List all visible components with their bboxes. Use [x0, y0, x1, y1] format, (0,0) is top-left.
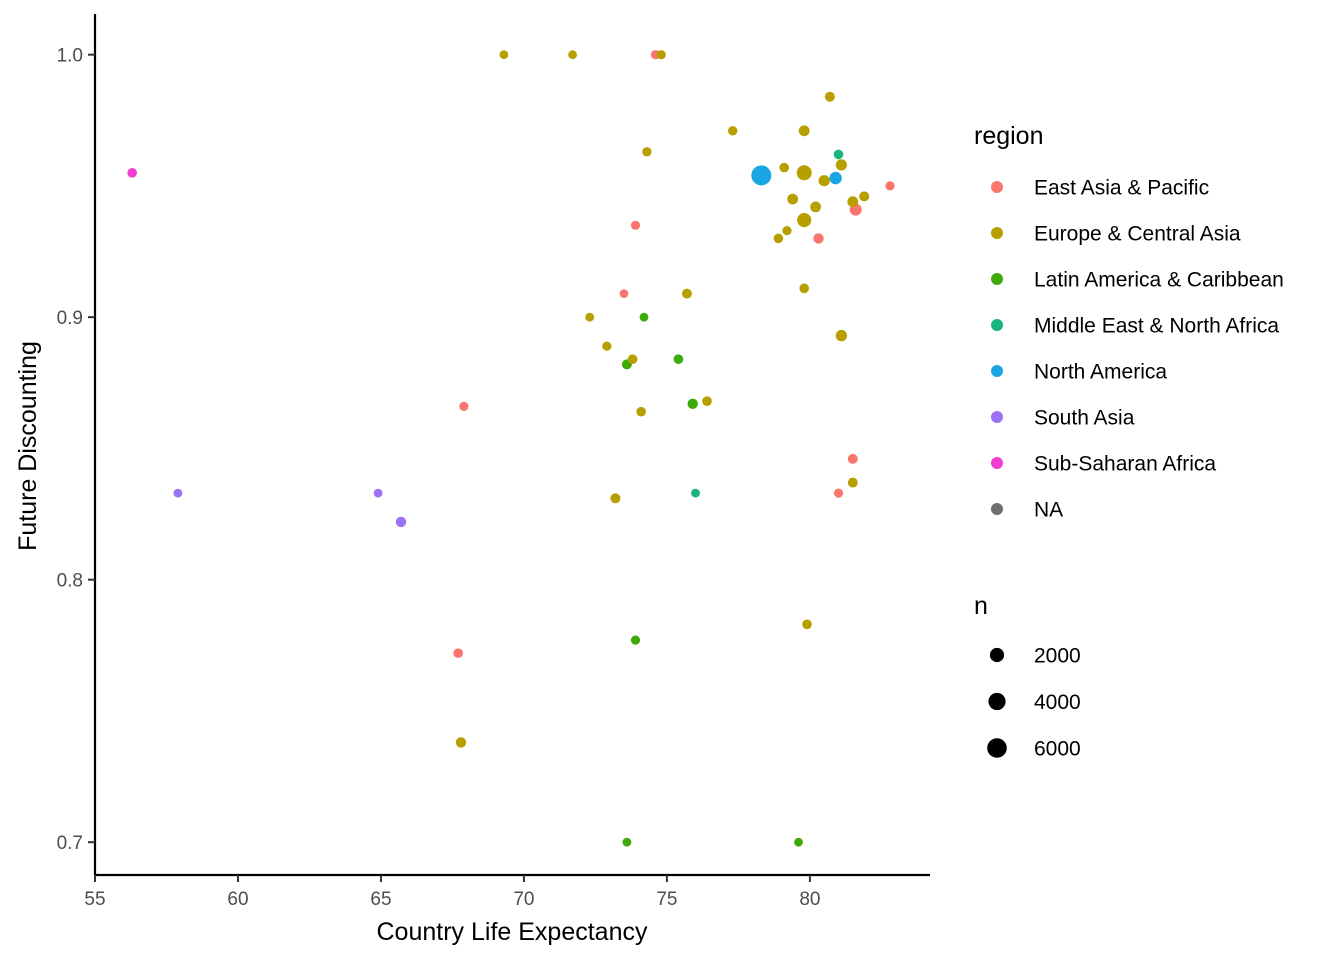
legend-color-key	[991, 411, 1003, 423]
data-point	[799, 284, 809, 294]
x-tick-label: 55	[84, 889, 105, 910]
data-point	[834, 150, 844, 160]
data-point	[657, 50, 666, 59]
data-point	[396, 517, 406, 527]
data-point	[797, 165, 812, 180]
data-point	[797, 213, 811, 227]
data-point	[500, 50, 509, 59]
legend-region-title: region	[974, 122, 1044, 150]
data-point	[585, 313, 594, 322]
data-point	[610, 493, 620, 503]
data-point	[751, 165, 771, 185]
legend-region-label: South Asia	[1034, 407, 1135, 430]
data-point	[810, 202, 821, 213]
legend-color-key	[991, 503, 1003, 515]
legend-region-label: Latin America & Caribbean	[1034, 269, 1284, 292]
data-point	[799, 125, 810, 136]
legend-size-label: 2000	[1034, 645, 1081, 668]
data-point	[787, 194, 798, 205]
x-tick-label: 75	[656, 889, 677, 910]
legend-color-key	[991, 365, 1003, 377]
legend-size-title: n	[974, 592, 988, 620]
x-tick-label: 60	[227, 889, 248, 910]
y-tick-label: 0.9	[57, 308, 83, 329]
data-point	[794, 838, 803, 847]
data-point	[836, 330, 847, 341]
data-point	[885, 181, 894, 190]
data-point	[642, 147, 651, 156]
data-point	[628, 354, 638, 364]
data-point	[847, 196, 858, 207]
data-point	[374, 489, 383, 498]
legend-size-key	[987, 738, 1007, 758]
data-point	[859, 191, 869, 201]
data-point	[453, 648, 463, 658]
data-point	[459, 402, 468, 411]
legend-size-key	[990, 648, 1004, 662]
data-point	[802, 620, 812, 630]
data-point	[688, 399, 698, 409]
legend-size-label: 4000	[1034, 691, 1081, 714]
data-point	[623, 838, 632, 847]
legend-color-key	[991, 181, 1003, 193]
data-point	[636, 407, 646, 417]
y-tick-label: 0.8	[57, 571, 83, 592]
data-point	[682, 289, 692, 299]
legend-color-key	[991, 457, 1003, 469]
data-point	[674, 354, 684, 364]
data-point	[702, 396, 712, 406]
data-point	[829, 172, 841, 184]
data-point	[174, 489, 183, 498]
legend-size-key	[988, 693, 1005, 710]
legend-region-label: Middle East & North Africa	[1034, 315, 1279, 338]
data-point	[728, 126, 737, 135]
data-point	[631, 636, 640, 645]
y-tick-label: 1.0	[57, 46, 83, 67]
legend-size-label: 6000	[1034, 738, 1081, 761]
data-point	[774, 234, 784, 244]
legend-color-key	[991, 273, 1003, 285]
data-point	[779, 163, 789, 173]
legend-region-label: East Asia & Pacific	[1034, 177, 1209, 200]
data-point	[602, 342, 611, 351]
x-tick-label: 65	[370, 889, 391, 910]
legend-color-key	[991, 319, 1003, 331]
legend-region-label: Sub-Saharan Africa	[1034, 453, 1216, 476]
y-axis-title: Future Discounting	[14, 341, 42, 551]
x-tick-label: 70	[513, 889, 534, 910]
x-tick-label: 80	[799, 889, 820, 910]
data-point	[848, 478, 858, 488]
legend-region-label: Europe & Central Asia	[1034, 223, 1241, 246]
y-tick-label: 0.7	[57, 833, 83, 854]
data-point	[631, 221, 640, 230]
x-axis-title: Country Life Expectancy	[377, 918, 648, 946]
data-point	[836, 159, 847, 170]
data-point	[568, 50, 577, 59]
legend-region-label: NA	[1034, 499, 1063, 522]
data-point	[819, 175, 830, 186]
data-point	[691, 489, 700, 498]
data-point	[127, 168, 137, 178]
data-point	[620, 289, 629, 298]
data-point	[813, 233, 823, 243]
data-point	[848, 454, 858, 464]
data-point	[782, 226, 791, 235]
legend-color-key	[991, 227, 1003, 239]
data-point	[825, 92, 835, 102]
data-point	[640, 313, 649, 322]
data-point	[456, 737, 466, 747]
legend-region-label: North America	[1034, 361, 1167, 384]
data-point	[834, 489, 843, 498]
